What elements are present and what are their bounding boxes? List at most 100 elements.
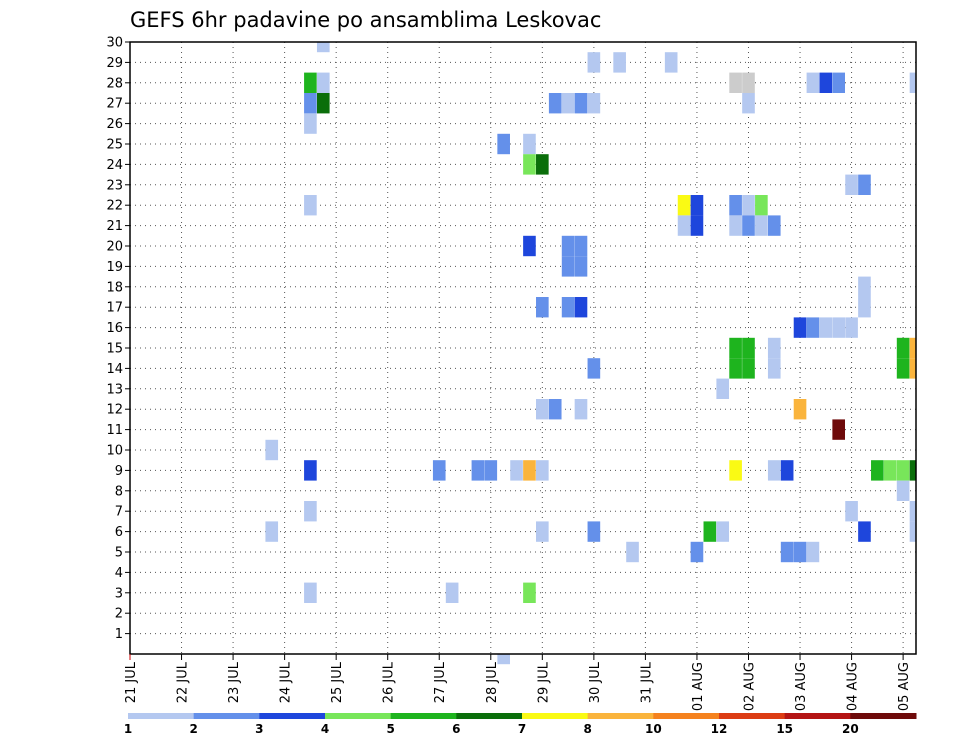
y-tick-label: 14	[106, 362, 123, 377]
y-tick-label: 17	[106, 301, 123, 316]
heat-cell	[819, 72, 833, 93]
heat-cell	[845, 174, 858, 195]
colorbar-segment	[522, 713, 589, 719]
colorbar-segment	[850, 713, 917, 719]
heat-cell	[858, 521, 871, 542]
heat-cell	[536, 297, 549, 318]
heat-cell	[677, 195, 691, 216]
heat-cell	[845, 317, 858, 338]
heat-cell	[613, 52, 626, 73]
x-tick-label: 30 JUL	[588, 661, 603, 703]
y-tick-label: 3	[115, 586, 123, 601]
y-tick-label: 5	[115, 546, 123, 561]
heat-cell	[432, 460, 446, 481]
heat-cell	[742, 215, 755, 236]
x-tick-label: 23 JUL	[227, 661, 242, 703]
heat-cell	[742, 337, 755, 359]
y-tick-label: 22	[106, 199, 123, 214]
colorbar-segment	[719, 713, 786, 719]
heat-cell	[690, 195, 704, 216]
heat-cell	[742, 195, 755, 216]
heat-cell	[574, 297, 588, 318]
heat-cell	[677, 215, 691, 236]
heat-cell	[587, 358, 601, 379]
heat-cell	[716, 521, 730, 542]
colorbar-label: 8	[583, 722, 591, 736]
chart-title: GEFS 6hr padavine po ansamblima Leskovac	[130, 8, 601, 32]
heat-cell	[806, 541, 820, 563]
heat-cell	[858, 174, 871, 195]
heat-cell	[561, 235, 575, 257]
heat-cell	[883, 460, 897, 481]
heat-cell	[536, 521, 549, 542]
y-tick-label: 19	[106, 260, 123, 275]
heat-cell	[536, 399, 549, 420]
heat-cell	[574, 235, 588, 257]
heat-cell	[767, 460, 781, 481]
colorbar-label: 1	[124, 722, 132, 736]
heat-cell	[909, 501, 916, 522]
grid	[130, 42, 916, 654]
heat-cell	[729, 460, 742, 481]
heat-cell	[690, 541, 704, 563]
heat-cell	[497, 654, 510, 665]
heat-cell	[471, 460, 485, 481]
heat-cell	[523, 235, 536, 257]
heat-cell	[767, 215, 781, 236]
heat-cell	[729, 72, 742, 93]
colorbar-label: 7	[518, 722, 526, 736]
y-tick-label: 18	[106, 280, 123, 295]
heat-cell	[548, 399, 562, 420]
heat-cell	[909, 460, 916, 481]
heat-cell	[304, 72, 317, 93]
y-tick-label: 11	[106, 423, 123, 438]
heat-cell	[536, 154, 549, 175]
x-tick-label: 27 JUL	[433, 661, 448, 703]
y-tick-label: 30	[106, 36, 123, 51]
heat-cell	[729, 358, 742, 379]
y-tick-label: 28	[106, 76, 123, 91]
colorbar-label: 6	[452, 722, 460, 736]
heat-cell	[742, 72, 755, 93]
heat-cell	[909, 72, 916, 93]
heat-cell	[304, 195, 317, 216]
heat-cell	[497, 133, 510, 155]
colorbar-label: 4	[321, 722, 329, 736]
colorbar-segment	[193, 713, 260, 719]
heat-cell	[484, 460, 498, 481]
heat-cell	[819, 317, 833, 338]
heat-cell	[523, 582, 536, 603]
heat-cell	[896, 358, 910, 379]
x-tick-label: 24 JUL	[279, 661, 294, 703]
heat-cell	[767, 358, 781, 379]
heat-cell	[793, 317, 807, 338]
heat-cell	[664, 52, 678, 73]
y-tick-label: 16	[106, 321, 123, 336]
y-tick-label: 29	[106, 56, 123, 71]
x-tick-label: 01 AUG	[691, 662, 706, 711]
heat-cell	[445, 582, 459, 603]
heat-cell	[304, 93, 317, 114]
y-tick-label: 26	[106, 117, 123, 132]
heat-cell	[909, 337, 916, 359]
heat-cell	[909, 358, 916, 379]
y-tick-label: 6	[115, 525, 123, 540]
colorbar: 1 2 3 4 5 6 7 8 10 12 15 20	[124, 713, 917, 736]
heat-cell	[793, 541, 807, 563]
y-tick-label: 4	[115, 566, 123, 581]
heat-cell	[845, 501, 858, 522]
heat-cell	[304, 501, 317, 522]
heat-cell	[755, 195, 768, 216]
y-tick-label: 1	[115, 627, 123, 642]
heat-cell	[316, 93, 330, 114]
heat-cell	[896, 480, 910, 501]
heat-cell	[793, 399, 807, 420]
y-tick-label: 25	[106, 138, 123, 153]
y-tick-label: 9	[115, 464, 123, 479]
heat-cell	[510, 460, 523, 481]
y-tick-label: 24	[106, 158, 123, 173]
colorbar-label: 5	[386, 722, 394, 736]
heat-cell	[832, 317, 846, 338]
heat-cell	[780, 541, 794, 563]
heat-cell	[729, 337, 742, 359]
